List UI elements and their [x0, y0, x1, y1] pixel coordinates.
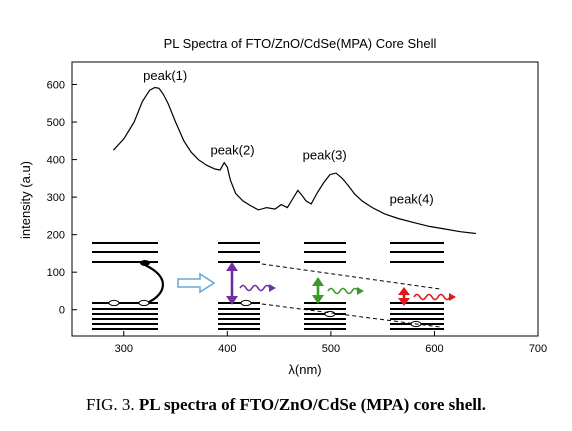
y-tick-label: 300 [47, 192, 65, 204]
axis-ticks: 300 400 500 600 700 0 100 200 300 400 500 600 [47, 80, 548, 355]
peak-label: peak(2) [210, 143, 254, 158]
purple-arrowhead-bottom [226, 296, 238, 305]
peak-label: peak(1) [143, 68, 187, 83]
red-arrowhead-bottom [398, 298, 410, 306]
red-photon-head [449, 293, 456, 301]
peak-label: peak(4) [390, 192, 434, 207]
purple-photon-head [269, 284, 276, 292]
hole-1b [138, 299, 150, 307]
red-arrowhead-top [398, 287, 410, 295]
figure-caption: FIG. 3. PL spectra of FTO/ZnO/CdSe (MPA)… [0, 395, 572, 415]
plot-frame [71, 61, 539, 337]
peak-label: peak(3) [303, 148, 347, 163]
y-tick-label: 100 [47, 267, 65, 279]
y-tick-label: 500 [47, 117, 65, 129]
level-stack-2 [218, 242, 260, 330]
green-photon-wave [327, 287, 359, 295]
caption-prefix: FIG. 3. [86, 395, 139, 414]
level-stack-4 [390, 242, 444, 330]
x-axis-label: λ(nm) [288, 362, 321, 377]
excitation-arrow [177, 272, 216, 294]
red-photon-wave [413, 293, 451, 301]
y-tick-label: 600 [47, 80, 65, 92]
y-tick-label: 400 [47, 155, 65, 167]
chart-title: PL Spectra of FTO/ZnO/CdSe(MPA) Core She… [164, 36, 437, 51]
x-tick-label: 600 [425, 343, 443, 355]
level-stack-3 [304, 242, 346, 330]
x-tick-label: 700 [529, 343, 547, 355]
y-axis-label: intensity (a.u) [18, 161, 33, 239]
green-arrowhead-bottom [312, 295, 324, 304]
electron-dot [140, 260, 150, 266]
dashed-upper-trend [261, 263, 441, 290]
relaxation-curve [144, 264, 164, 305]
energy-level-diagram [92, 242, 456, 330]
dashed-lower-trend [261, 303, 441, 328]
x-tick-label: 400 [218, 343, 236, 355]
green-arrowhead-top [312, 277, 324, 286]
peak-annotations: peak(1) peak(2) peak(3) peak(4) [143, 68, 434, 206]
x-tick-label: 300 [115, 343, 133, 355]
y-tick-label: 0 [59, 305, 65, 317]
y-tick-label: 200 [47, 230, 65, 242]
caption-bold-text: PL spectra of FTO/ZnO/CdSe (MPA) core sh… [138, 395, 486, 414]
purple-photon-wave [239, 284, 271, 292]
green-photon-head [357, 287, 364, 295]
x-tick-label: 500 [322, 343, 340, 355]
level-stack-1 [92, 242, 158, 330]
hole-1a [108, 299, 120, 307]
purple-arrowhead-top [226, 262, 238, 271]
hole-2 [240, 299, 252, 307]
pl-spectrum-line [112, 86, 476, 235]
